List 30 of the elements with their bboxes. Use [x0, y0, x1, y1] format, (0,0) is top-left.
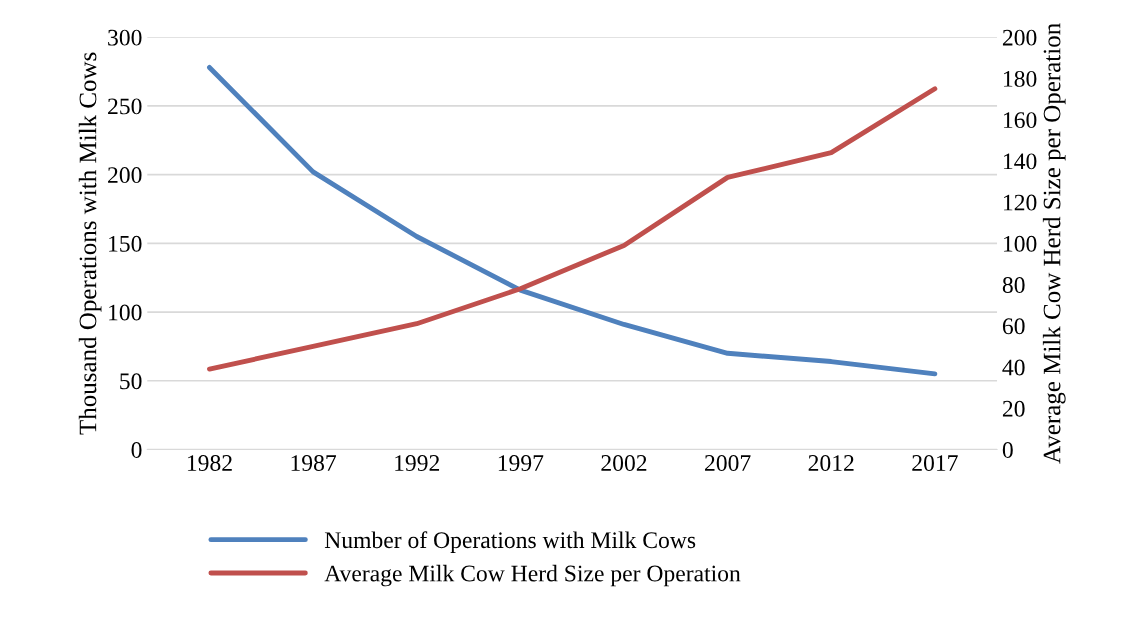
y-tick-label: 150: [109, 235, 142, 252]
y-tick-label: 50: [120, 373, 142, 390]
x-tick-label: 2007: [705, 455, 751, 471]
x-tick-label: 1992: [395, 455, 440, 471]
y-tick-label: 200: [108, 167, 142, 184]
y2-tick-label: 200: [1002, 29, 1037, 46]
x-tick-label: 2012: [808, 455, 854, 471]
x-tick-label: 1997: [498, 455, 544, 471]
x-tick-label: 2017: [912, 455, 958, 471]
y2-tick-label: 40: [1002, 359, 1025, 376]
y2-tick-label: 20: [1002, 400, 1025, 417]
y2-tick-label: 80: [1002, 277, 1025, 293]
x-tick-label: 1987: [291, 455, 337, 471]
y2-tick-label: 140: [1003, 153, 1037, 170]
y2-tick-label: 120: [1003, 194, 1037, 211]
legend-label: Number of Operations with Milk Cows: [324, 531, 696, 553]
y-tick-label: 300: [108, 29, 142, 46]
x-tick-label: 1982: [187, 455, 232, 471]
legend-label: Average Milk Cow Herd Size per Operation: [324, 564, 741, 587]
y2-tick-label: 60: [1002, 318, 1025, 335]
y2-tick-label: 100: [1003, 235, 1037, 252]
x-tick-label: 2002: [601, 455, 647, 471]
y2-axis-title: Average Milk Cow Herd Size per Operation: [1042, 23, 1066, 464]
y-tick-label: 100: [109, 304, 142, 321]
y-tick-label: 0: [131, 441, 142, 458]
y2-tick-label: 160: [1003, 112, 1037, 129]
y2-tick-label: 180: [1003, 70, 1037, 87]
y-axis-title: Thousand Operations with Milk Cows: [78, 52, 102, 435]
y2-tick-label: 0: [1002, 441, 1013, 458]
y-tick-label: 250: [108, 98, 142, 115]
